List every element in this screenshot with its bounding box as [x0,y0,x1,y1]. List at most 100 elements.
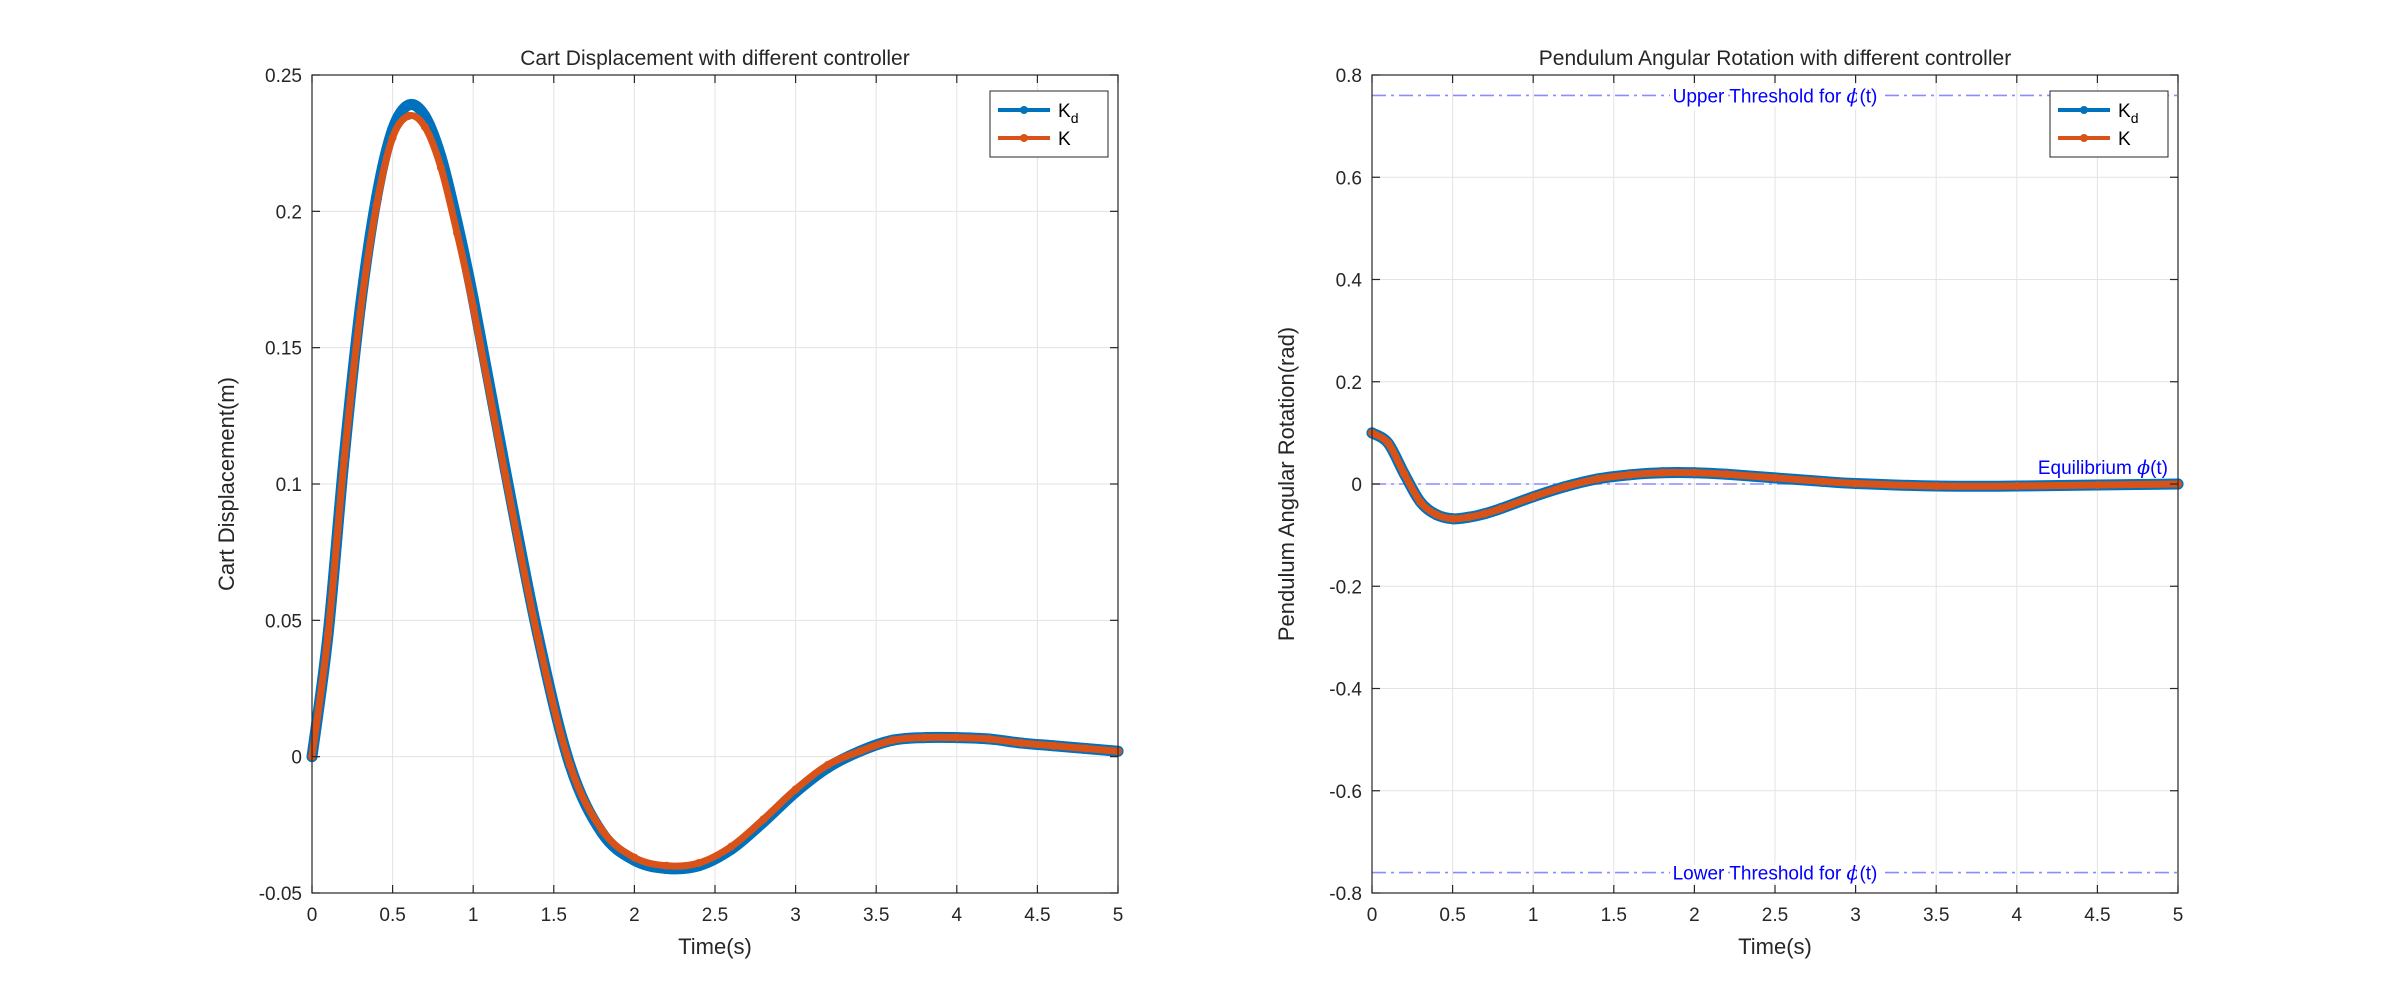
x-axis-label: Time(s) [1738,934,1812,959]
data-point [388,133,397,142]
y-tick-label: -0.8 [1329,884,1362,905]
threshold-label-suffix: (t) [2150,458,2168,479]
data-point [630,853,639,862]
legend-swatch-marker [1020,106,1028,114]
data-point [356,308,365,317]
x-tick-label: 2.5 [1762,905,1788,926]
y-tick-label: 0.15 [265,339,302,360]
legend-entry-subscript: d [1071,110,1079,126]
y-tick-label: 0.4 [1336,271,1363,292]
data-point [598,826,607,835]
y-tick-label: 0.8 [1336,66,1362,87]
x-tick-label: 5 [2173,905,2184,926]
legend-entry-name: K [2118,129,2131,150]
data-point [340,455,349,464]
data-point [694,859,703,868]
x-tick-label: 1 [1528,905,1539,926]
data-point [856,747,865,756]
data-point [453,229,462,238]
legend-entry-label: K [1058,129,1071,150]
data-point [1081,744,1090,753]
threshold-label-text: Upper Threshold for [1673,86,1847,107]
data-point [985,734,994,743]
legend-box [989,90,1109,158]
data-point [888,736,897,745]
data-point [952,733,961,742]
data-point [1416,497,1425,506]
data-point [1771,473,1779,482]
x-tick-label: 5 [1113,905,1124,926]
data-point [823,760,832,769]
legend-entry-label: K [2118,129,2131,150]
x-tick-label: 4.5 [1024,905,1050,926]
data-point [1017,739,1026,748]
chart-title: Cart Displacement with different control… [520,47,909,70]
legend-entry-subscript: d [2131,110,2139,126]
data-point [1625,470,1634,479]
data-point [1561,482,1570,491]
data-point [1851,479,1860,488]
data-point [1448,514,1457,523]
data-point [1932,482,1941,491]
data-point [1464,513,1473,522]
y-axis-label: Pendulum Angular Rotation(rad) [1274,327,1299,641]
threshold-label-suffix: (t) [1859,86,1877,107]
x-tick-label: 2 [1689,905,1700,926]
x-tick-label: 3 [1850,905,1861,926]
data-point [1722,470,1731,479]
y-tick-label: 0.2 [1336,373,1362,394]
data-point [1690,468,1699,477]
data-point [1049,741,1058,750]
data-point [372,201,381,210]
data-point [403,99,415,111]
legend-entry-label: Kd [2118,101,2138,126]
legend-entry-label: Kd [1058,101,1078,126]
x-tick-label: 2 [629,905,640,926]
chart-title: Pendulum Angular Rotation with different… [1539,47,2011,70]
data-point [1819,477,1828,486]
plot-area [311,74,1119,894]
data-point [1400,469,1409,478]
pendulum-rotation-axes: Pendulum Angular Rotation with different… [1274,47,2184,959]
data-point [324,629,333,638]
x-tick-label: 0 [307,905,318,926]
threshold-label-text: Lower Threshold for [1673,864,1847,885]
data-point [1658,468,1667,477]
data-point [920,733,929,742]
data-point [533,632,542,641]
y-tick-label: -0.4 [1329,680,1362,701]
data-point [501,471,510,480]
data-point [420,122,429,131]
threshold-label: Lower Threshold for ϕ(t) [1673,863,1878,885]
data-point [1480,509,1489,518]
x-tick-label: 1.5 [541,905,567,926]
legend-swatch-marker [2080,134,2088,142]
y-axis-label: Cart Displacement(m) [214,377,239,591]
x-tick-label: 0.5 [379,905,405,926]
y-tick-label: 0.6 [1336,168,1362,189]
legend-swatch-marker [2080,106,2088,114]
data-point [662,861,671,870]
data-point [469,302,478,311]
phi-symbol: ϕ [1847,85,1860,107]
threshold-label-text: Equilibrium [2038,458,2137,479]
data-point [791,785,800,794]
threshold-label-suffix: (t) [1859,864,1877,885]
data-point [1432,510,1441,519]
y-tick-label: -0.2 [1329,577,1362,598]
x-tick-label: 0.5 [1439,905,1465,926]
x-tick-label: 4.5 [2084,905,2110,926]
data-point [1593,474,1602,483]
x-tick-label: 1 [468,905,479,926]
phi-symbol: ϕ [1847,863,1860,885]
y-tick-label: 0.05 [265,611,302,632]
y-tick-label: -0.05 [259,884,302,905]
threshold-label: Equilibrium ϕ(t) [2038,457,2168,479]
data-point [1384,439,1393,448]
y-tick-label: -0.6 [1329,782,1362,803]
legend-box [2049,90,2169,158]
x-tick-label: 2.5 [702,905,728,926]
x-tick-label: 3.5 [1923,905,1949,926]
y-tick-label: 0.2 [276,202,302,223]
